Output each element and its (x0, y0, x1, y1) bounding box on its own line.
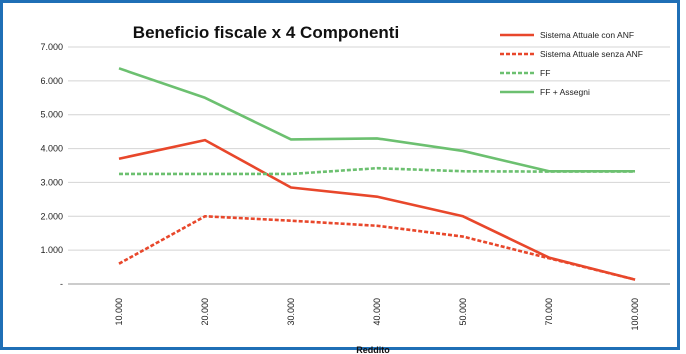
legend-label: FF (540, 68, 550, 78)
legend-label: Sistema Attuale con ANF (540, 30, 634, 40)
chart-title: Beneficio fiscale x 4 Componenti (133, 23, 399, 42)
y-tick-label: 3.000 (40, 177, 63, 187)
y-tick-label: - (60, 279, 63, 289)
y-axis-ticks: - 1.000 2.000 3.000 4.000 5.000 6.000 7.000 (40, 42, 63, 289)
y-tick-label: 7.000 (40, 42, 63, 52)
legend-label: FF + Assegni (540, 87, 590, 97)
y-tick-label: 2.000 (40, 211, 63, 221)
y-tick-label: 6.000 (40, 76, 63, 86)
x-tick-label: 100.000 (630, 298, 640, 331)
x-axis-title: Reddito (356, 345, 390, 354)
series-line (118, 67, 635, 173)
y-tick-label: 1.000 (40, 245, 63, 255)
legend-label: Sistema Attuale senza ANF (540, 49, 643, 59)
x-tick-label: 10.000 (114, 298, 124, 326)
x-tick-label: 20.000 (200, 298, 210, 326)
y-tick-label: 4.000 (40, 144, 63, 154)
x-tick-label: 50.000 (458, 298, 468, 326)
legend: Sistema Attuale con ANF Sistema Attuale s… (500, 30, 643, 97)
x-tick-label: 40.000 (372, 298, 382, 326)
x-tick-label: 70.000 (544, 298, 554, 326)
y-tick-label: 5.000 (40, 110, 63, 120)
series-line (118, 138, 636, 281)
series-lines (118, 67, 636, 281)
x-axis-ticks: 10.000 20.000 30.000 40.000 50.000 70.000 100.… (114, 298, 640, 331)
x-tick-label: 30.000 (286, 298, 296, 326)
